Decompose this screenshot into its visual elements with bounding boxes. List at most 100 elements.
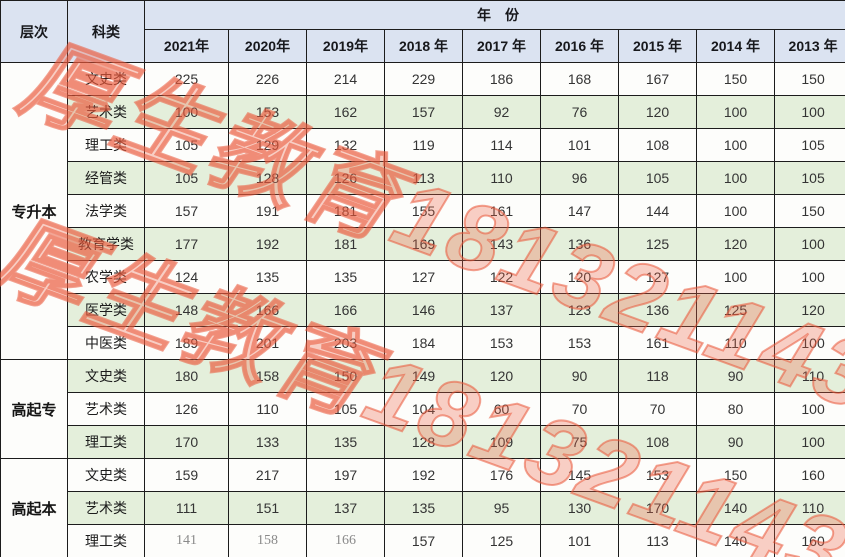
score-cell: 100: [773, 326, 845, 360]
score-cell: 123: [540, 293, 619, 327]
category-cell: 理工类: [67, 425, 145, 459]
score-cell: 192: [384, 458, 463, 492]
score-cell: 132: [306, 128, 385, 162]
score-cell: 110: [773, 491, 845, 525]
category-cell: 文史类: [67, 359, 145, 393]
score-cell: 120: [462, 359, 541, 393]
score-cell: 161: [462, 194, 541, 228]
header-level: 层次: [0, 0, 68, 63]
score-cell: 151: [228, 491, 307, 525]
score-cell: 119: [384, 128, 463, 162]
score-cell: 225: [144, 62, 229, 96]
table-row: 法学类 157 191 181 155 161 147 144 100 150: [1, 194, 845, 228]
score-cell: 129: [228, 128, 307, 162]
score-cell: 169: [384, 227, 463, 261]
table-row: 理工类 105 129 132 119 114 101 108 100 105: [1, 128, 845, 162]
score-cell: 100: [773, 392, 845, 426]
year-column-header: 2014 年: [696, 29, 775, 63]
score-cell: 136: [618, 293, 697, 327]
score-cell: 136: [540, 227, 619, 261]
score-cell: 105: [306, 392, 385, 426]
score-cell: 153: [228, 95, 307, 129]
score-cell: 170: [618, 491, 697, 525]
score-cell: 137: [462, 293, 541, 327]
score-cell: 127: [384, 260, 463, 294]
score-cell: 166: [228, 293, 307, 327]
score-cell: 191: [228, 194, 307, 228]
score-cell: 100: [773, 95, 845, 129]
score-cell: 109: [462, 425, 541, 459]
score-cell: 186: [462, 62, 541, 96]
score-cell: 226: [228, 62, 307, 96]
score-cell: 167: [618, 62, 697, 96]
score-cell: 125: [462, 524, 541, 557]
score-cell: 114: [462, 128, 541, 162]
score-cell: 126: [144, 392, 229, 426]
table-row: 艺术类 100 153 162 157 92 76 120 100 100: [1, 95, 845, 129]
header-band-row: 层次 科类 年 份: [0, 0, 845, 63]
score-cell: 126: [306, 161, 385, 195]
score-cell: 96: [540, 161, 619, 195]
score-cell: 111: [144, 491, 229, 525]
category-cell: 农学类: [67, 260, 145, 294]
score-cell: 192: [228, 227, 307, 261]
score-cell: 108: [618, 425, 697, 459]
score-cell: 229: [384, 62, 463, 96]
score-cell: 90: [696, 425, 775, 459]
score-cell: 144: [618, 194, 697, 228]
table-row: 理工类 141 158 166 157 125 101 113 140 160: [1, 524, 845, 557]
year-column-header: 2021年: [144, 29, 229, 63]
table-row: 农学类 124 135 135 127 122 120 127 100 100: [1, 260, 845, 294]
score-cell: 201: [228, 326, 307, 360]
score-cell: 90: [540, 359, 619, 393]
score-cell: 147: [540, 194, 619, 228]
header-category: 科类: [67, 0, 145, 63]
score-cell: 181: [306, 194, 385, 228]
score-cell: 161: [618, 326, 697, 360]
score-cell: 100: [696, 128, 775, 162]
score-cell: 184: [384, 326, 463, 360]
category-cell: 医学类: [67, 293, 145, 327]
score-cell: 150: [773, 194, 845, 228]
score-cell: 135: [306, 260, 385, 294]
score-cell: 75: [540, 425, 619, 459]
level-group-label: 专升本: [0, 62, 68, 360]
table-row: 经管类 105 128 126 113 110 96 105 100 105: [1, 161, 845, 195]
score-cell: 113: [618, 524, 697, 557]
year-column-header: 2018 年: [384, 29, 463, 63]
score-cell: 150: [306, 359, 385, 393]
category-cell: 艺术类: [67, 491, 145, 525]
category-cell: 艺术类: [67, 95, 145, 129]
score-cell: 60: [462, 392, 541, 426]
score-cell: 197: [306, 458, 385, 492]
score-cell: 157: [144, 194, 229, 228]
table-row: 高起专 文史类 180 158 150 149 120 90 118 90 110: [0, 359, 845, 459]
score-cell: 113: [384, 161, 463, 195]
score-cell: 120: [618, 95, 697, 129]
score-cell: 181: [306, 227, 385, 261]
score-cell: 145: [540, 458, 619, 492]
score-cell: 160: [773, 458, 845, 492]
score-cell: 110: [228, 392, 307, 426]
table-body: 专升本 文史类 225 226 214 229 186 168 167 150 150 艺术类 100 1…: [0, 62, 845, 557]
score-cell: 101: [540, 128, 619, 162]
table-row: 专升本 文史类 225 226 214 229 186 168 167 150 150: [0, 62, 845, 360]
score-cell: 137: [306, 491, 385, 525]
score-cell: 120: [773, 293, 845, 327]
score-cell: 150: [773, 62, 845, 96]
score-cell: 170: [144, 425, 229, 459]
year-column-header: 2019年: [306, 29, 385, 63]
score-cell: 157: [384, 524, 463, 557]
score-cell: 124: [144, 260, 229, 294]
category-cell: 理工类: [67, 128, 145, 162]
score-cell: 159: [144, 458, 229, 492]
score-cell: 217: [228, 458, 307, 492]
year-column-header: 2015 年: [618, 29, 697, 63]
score-cell: 214: [306, 62, 385, 96]
score-cell: 158: [228, 359, 307, 393]
score-cell: 140: [696, 491, 775, 525]
score-cell: 146: [384, 293, 463, 327]
